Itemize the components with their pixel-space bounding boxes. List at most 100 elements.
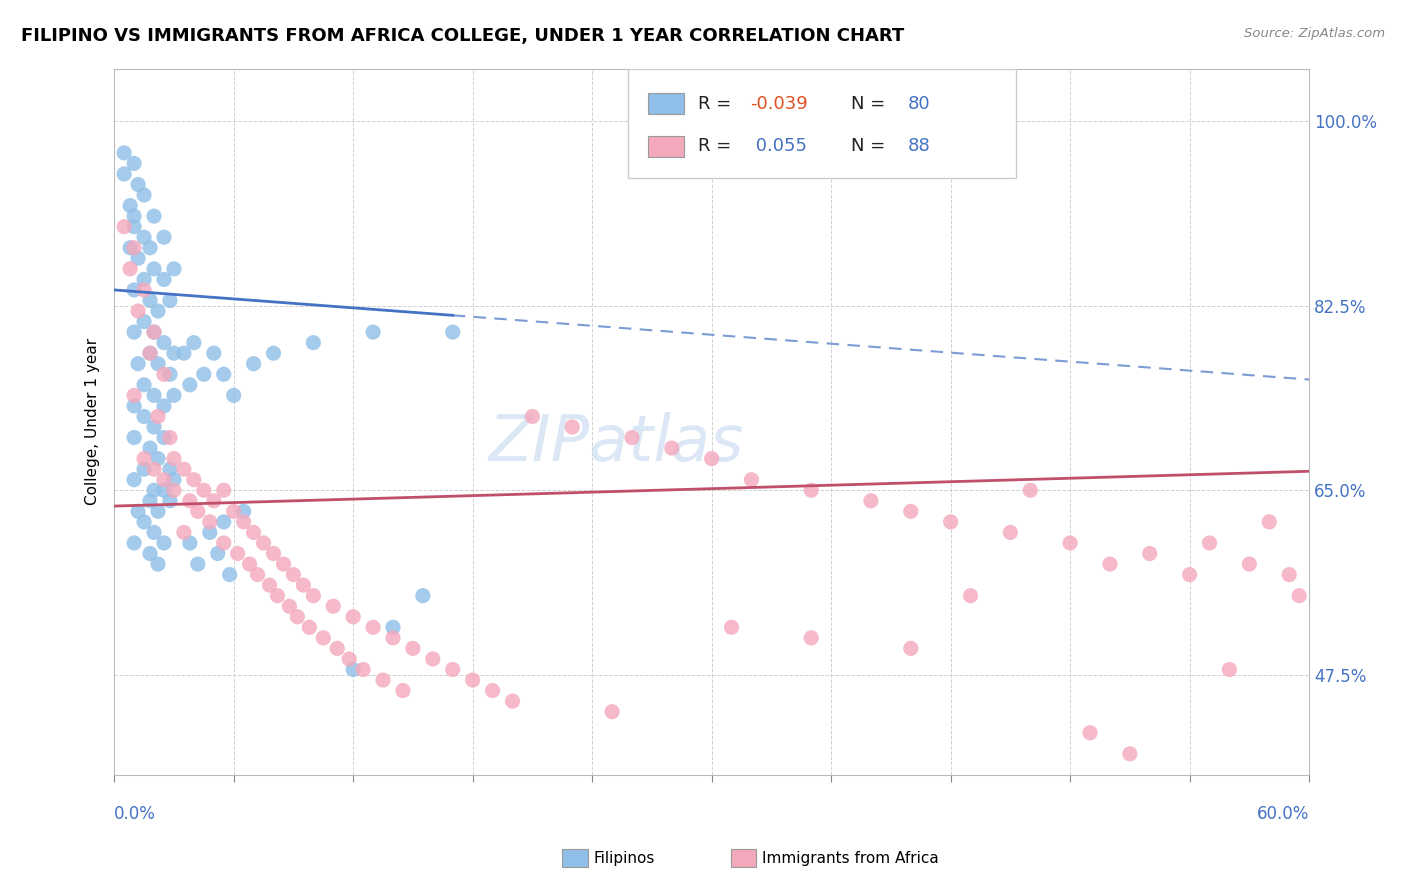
Point	[226, 547, 249, 561]
Point	[127, 504, 149, 518]
Point	[800, 483, 823, 498]
Point	[143, 325, 166, 339]
Text: R =: R =	[699, 137, 738, 155]
Point	[252, 536, 274, 550]
Point	[159, 493, 181, 508]
Text: ZIPatlas: ZIPatlas	[488, 412, 744, 474]
Point	[259, 578, 281, 592]
Point	[122, 399, 145, 413]
Point	[132, 272, 155, 286]
Point	[207, 547, 229, 561]
Text: -0.039: -0.039	[749, 95, 807, 113]
Point	[173, 462, 195, 476]
Point	[153, 335, 176, 350]
Point	[202, 346, 225, 360]
Point	[127, 304, 149, 318]
Point	[371, 673, 394, 687]
Point	[900, 641, 922, 656]
Point	[298, 620, 321, 634]
Point	[120, 261, 142, 276]
FancyBboxPatch shape	[628, 69, 1017, 178]
Text: 0.055: 0.055	[749, 137, 807, 155]
Point	[212, 368, 235, 382]
Point	[222, 388, 245, 402]
Point	[127, 252, 149, 266]
Point	[242, 357, 264, 371]
Point	[132, 283, 155, 297]
Point	[127, 178, 149, 192]
Point	[193, 368, 215, 382]
Point	[1019, 483, 1042, 498]
Point	[212, 515, 235, 529]
Point	[122, 388, 145, 402]
Point	[173, 525, 195, 540]
Point	[232, 504, 254, 518]
Point	[139, 346, 162, 360]
Point	[800, 631, 823, 645]
Point	[342, 663, 364, 677]
Point	[132, 462, 155, 476]
Point	[132, 314, 155, 328]
Point	[146, 451, 169, 466]
Point	[163, 346, 186, 360]
Point	[143, 325, 166, 339]
Point	[242, 525, 264, 540]
Point	[1239, 557, 1261, 571]
Point	[122, 241, 145, 255]
Point	[1078, 725, 1101, 739]
Point	[352, 663, 374, 677]
Point	[179, 536, 201, 550]
Point	[959, 589, 981, 603]
Point	[522, 409, 544, 424]
Point	[153, 272, 176, 286]
Point	[143, 209, 166, 223]
Point	[159, 368, 181, 382]
Point	[120, 241, 142, 255]
Point	[246, 567, 269, 582]
Text: 0.0%: 0.0%	[114, 805, 156, 823]
Point	[337, 652, 360, 666]
Point	[700, 451, 723, 466]
Point	[139, 547, 162, 561]
Point	[179, 377, 201, 392]
Text: Source: ZipAtlas.com: Source: ZipAtlas.com	[1244, 27, 1385, 40]
Point	[153, 368, 176, 382]
Point	[312, 631, 335, 645]
Point	[661, 441, 683, 455]
Point	[292, 578, 315, 592]
Point	[183, 473, 205, 487]
Text: R =: R =	[699, 95, 738, 113]
Point	[146, 557, 169, 571]
Point	[122, 283, 145, 297]
Point	[187, 557, 209, 571]
Point	[163, 483, 186, 498]
Point	[127, 357, 149, 371]
Point	[143, 261, 166, 276]
Point	[146, 357, 169, 371]
Point	[266, 589, 288, 603]
Point	[302, 589, 325, 603]
Point	[132, 188, 155, 202]
Point	[1059, 536, 1081, 550]
FancyBboxPatch shape	[648, 136, 685, 157]
Point	[112, 219, 135, 234]
Point	[153, 483, 176, 498]
Point	[1000, 525, 1022, 540]
Point	[139, 441, 162, 455]
Point	[198, 525, 221, 540]
Point	[198, 515, 221, 529]
Point	[600, 705, 623, 719]
Point	[361, 325, 384, 339]
Point	[740, 473, 762, 487]
Point	[153, 536, 176, 550]
Text: Immigrants from Africa: Immigrants from Africa	[762, 851, 939, 865]
Point	[132, 377, 155, 392]
Point	[122, 431, 145, 445]
Point	[193, 483, 215, 498]
Point	[382, 620, 405, 634]
Point	[112, 167, 135, 181]
Point	[263, 346, 285, 360]
Point	[501, 694, 523, 708]
Point	[212, 483, 235, 498]
Point	[139, 293, 162, 308]
